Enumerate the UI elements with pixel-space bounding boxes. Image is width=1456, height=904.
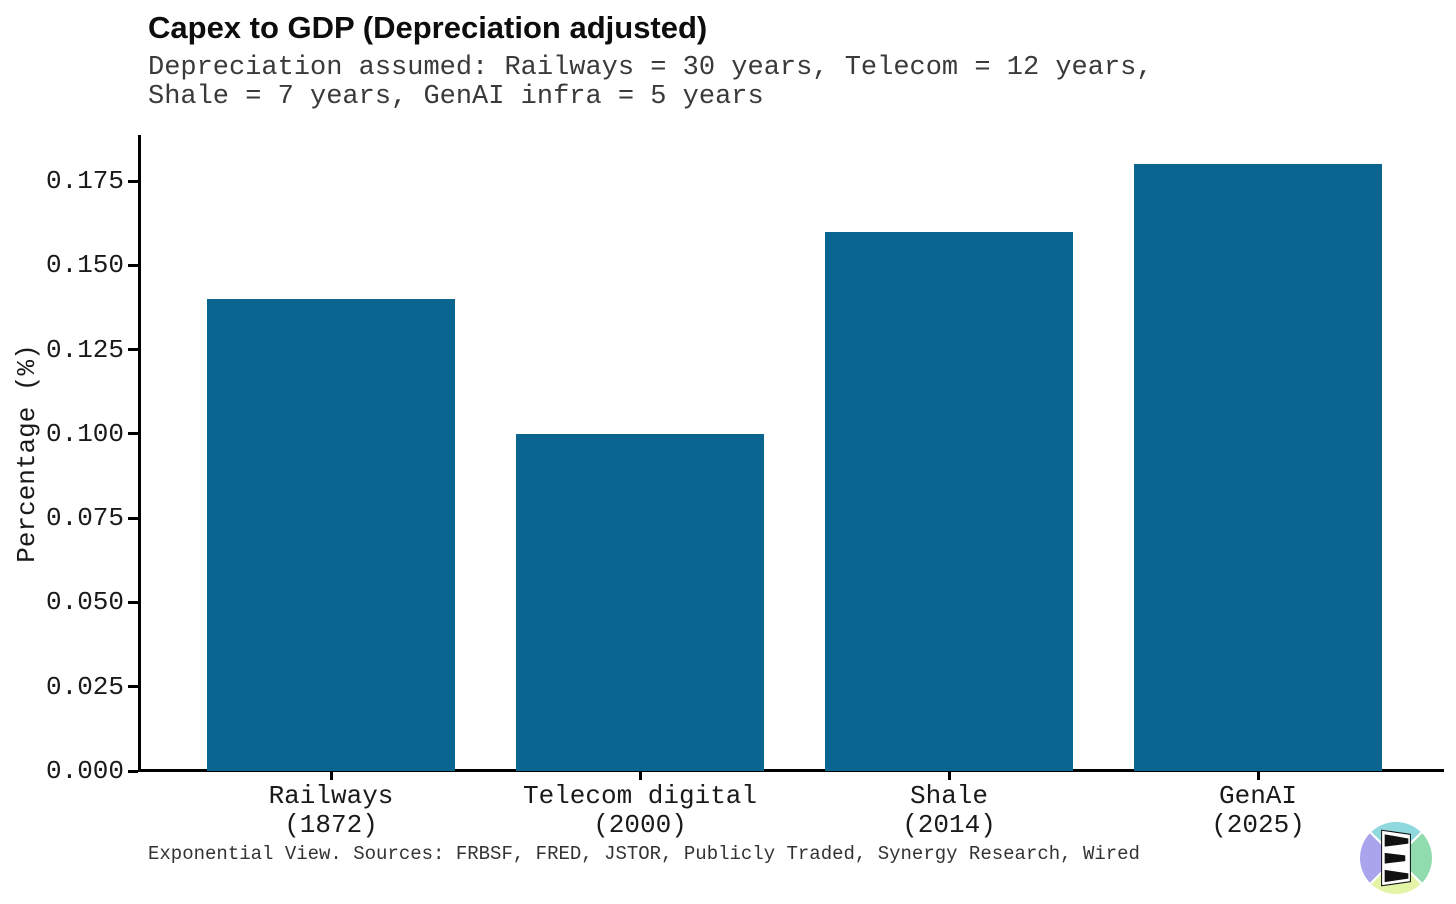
logo-e-arm-top [1384,834,1409,847]
x-category-label-shale: Shale (2014) [902,781,996,840]
y-tick-mark [128,685,138,689]
x-category-label-telecom-digital: Telecom digital (2000) [522,781,758,840]
bar-shale [825,231,1073,771]
y-tick-mark [128,600,138,604]
exponential-view-logo [1360,822,1432,894]
bar-genai [1134,164,1382,771]
logo-e-arm-middle [1384,852,1406,864]
y-tick-label: 0.175 [45,166,124,196]
y-tick-label: 0.025 [45,671,124,702]
x-category-label-railways: Railways (1872) [268,781,394,840]
bar-railways [207,299,455,771]
logo-e-arm-bottom [1384,869,1409,883]
y-tick-label: 0.000 [45,756,124,786]
y-tick-mark [128,432,138,436]
bar-telecom-digital [516,433,764,771]
y-tick-label: 0.125 [45,334,124,365]
chart-title: Capex to GDP (Depreciation adjusted) [148,10,708,45]
x-category-label-genai: GenAI (2025) [1211,781,1305,840]
y-tick-mark [128,516,138,520]
y-tick-mark [128,263,138,267]
y-tick-label: 0.050 [45,587,124,618]
chart-subtitle: Depreciation assumed: Railways = 30 year… [148,53,1153,112]
y-tick-label: 0.100 [45,418,124,449]
x-tick-mark [1256,772,1260,780]
y-tick-mark [128,769,138,773]
x-tick-mark [947,772,951,780]
x-tick-mark [638,772,642,780]
y-axis-line [138,135,141,772]
source-note: Exponential View. Sources: FRBSF, FRED, … [148,843,1140,865]
x-tick-mark [329,772,333,780]
y-tick-label: 0.075 [45,503,124,534]
y-tick-mark [128,348,138,352]
x-axis-line [138,769,1444,772]
y-tick-mark [128,179,138,183]
y-tick-label: 0.150 [45,250,124,281]
